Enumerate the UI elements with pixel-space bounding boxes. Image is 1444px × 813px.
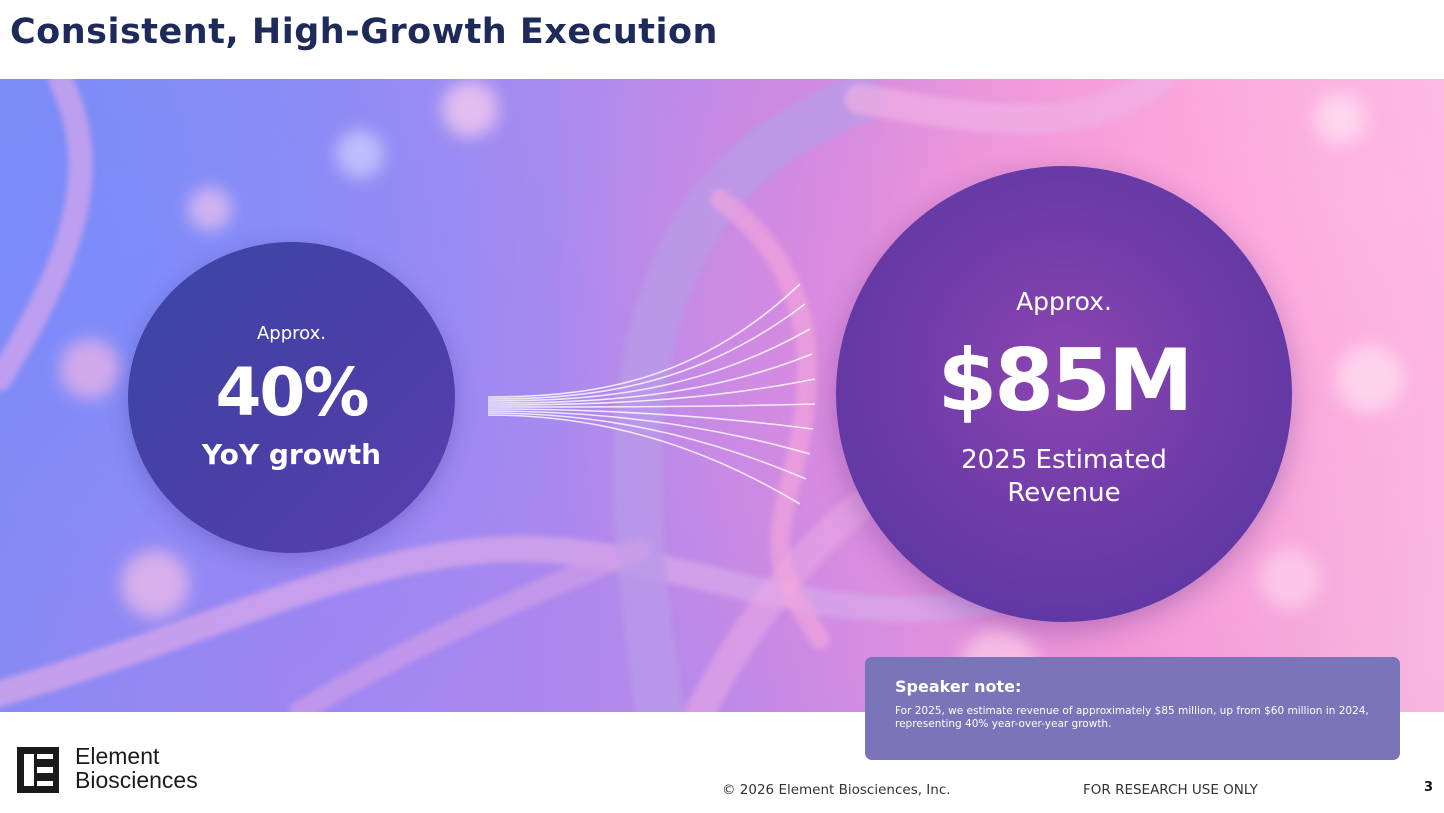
- speaker-note-body: For 2025, we estimate revenue of approxi…: [895, 705, 1369, 730]
- speaker-note-box: Speaker note: For 2025, we estimate reve…: [865, 657, 1400, 760]
- company-name: Element Biosciences: [75, 744, 198, 792]
- revenue-value: $85M: [937, 331, 1193, 431]
- dna-background-image: Approx. 40% YoY growth Approx. $85M 2025…: [0, 79, 1444, 712]
- revenue-stat-circle: Approx. $85M 2025 Estimated Revenue: [836, 166, 1292, 622]
- company-name-line2: Biosciences: [75, 767, 198, 793]
- revenue-caption-line1: 2025 Estimated: [961, 445, 1167, 475]
- revenue-caption: 2025 Estimated Revenue: [836, 444, 1292, 510]
- revenue-approx-label: Approx.: [1016, 287, 1112, 316]
- element-biosciences-logo-icon: [17, 747, 59, 793]
- page-number: 3: [1424, 780, 1434, 795]
- research-use-disclaimer: FOR RESEARCH USE ONLY: [1083, 782, 1258, 798]
- growth-approx-label: Approx.: [256, 323, 326, 344]
- copyright-text: © 2026 Element Biosciences, Inc.: [722, 782, 951, 798]
- company-logo: Element Biosciences: [16, 744, 198, 794]
- revenue-caption-line2: Revenue: [1007, 478, 1121, 508]
- dna-helix-image: [0, 79, 1404, 712]
- company-name-line1: Element: [75, 743, 160, 769]
- growth-stat-circle: Approx. 40% YoY growth: [128, 242, 455, 553]
- slide-title: Consistent, High-Growth Execution: [10, 12, 718, 52]
- growth-caption: YoY growth: [201, 438, 382, 471]
- speaker-note-title: Speaker note:: [895, 677, 1022, 696]
- growth-value: 40%: [215, 354, 370, 431]
